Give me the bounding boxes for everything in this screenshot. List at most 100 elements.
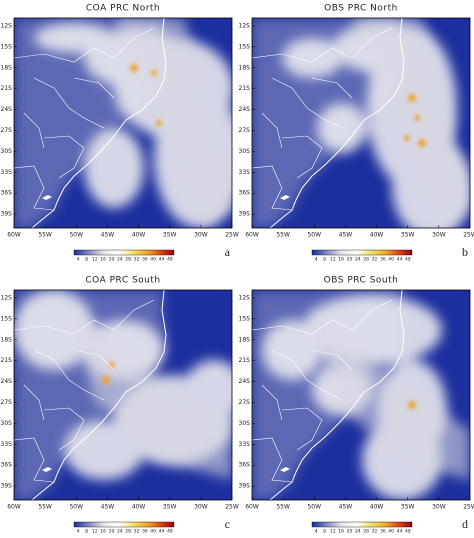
lat-label: 21S [239, 357, 251, 364]
lat-label: 27S [1, 127, 13, 134]
border [311, 77, 353, 99]
lon-label: 45W [339, 232, 353, 239]
frame [13, 17, 233, 229]
lon-label: 30W [194, 504, 208, 511]
colorbar-label: 48 [167, 257, 173, 263]
border [281, 407, 323, 451]
lat-label: 27S [1, 399, 13, 406]
border [14, 27, 155, 63]
map-area [14, 290, 232, 500]
colorbar-label: 20 [347, 529, 353, 535]
frame [251, 289, 471, 501]
colorbar-label: 12 [92, 529, 98, 535]
colorbar-label: 40 [150, 257, 156, 263]
colorbar-label: 4 [315, 257, 318, 263]
border [252, 437, 293, 483]
lat-label: 27S [239, 127, 251, 134]
lon-label: 55W [276, 504, 290, 511]
border [33, 349, 105, 401]
lon-label: 50W [69, 232, 83, 239]
cloud-band [74, 310, 232, 480]
colorbar-label: 8 [323, 529, 326, 535]
lat-label: 18S [239, 336, 251, 343]
colorbar-label: 44 [397, 257, 403, 263]
coastline [269, 18, 405, 228]
lon-label: 45W [101, 504, 115, 511]
cloud-band [312, 310, 470, 480]
lon-label: 60W [245, 232, 259, 239]
lat-label: 33S [1, 441, 13, 448]
colorbar-label: 44 [159, 529, 165, 535]
lon-label: 30W [432, 232, 446, 239]
colorbar-label: 24 [355, 257, 361, 263]
border [261, 112, 283, 149]
colorbar-label: 36 [380, 257, 386, 263]
lat-label: 18S [239, 64, 251, 71]
colorbar-label: 48 [167, 529, 173, 535]
precip-max [102, 376, 110, 384]
map-panel: COA PRC North 12S 15S 18S 21S 24S 27S 30S 33S 36S… [1, 4, 239, 263]
border [43, 407, 85, 451]
precip-max [156, 120, 162, 126]
border [14, 299, 155, 335]
lat-label: 33S [239, 169, 251, 176]
colorbar-label: 48 [405, 257, 411, 263]
lat-label: 30S [239, 148, 251, 155]
lagoon [42, 467, 52, 472]
colorbar-label: 28 [363, 529, 369, 535]
lon-label: 50W [69, 504, 83, 511]
panel-letter: b [462, 245, 468, 259]
colorbar-label: 28 [125, 529, 131, 535]
lat-label: 39S [239, 483, 251, 490]
map-panel: OBS PRC North 12S 15S 18S 21S 24S 27S 30S 33S 36S… [239, 4, 474, 263]
coastline [31, 18, 167, 228]
lagoon [42, 195, 52, 200]
panel-title: OBS PRC North [324, 4, 398, 14]
lat-label: 18S [1, 64, 13, 71]
lat-label: 24S [239, 106, 251, 113]
precip-max [130, 64, 138, 72]
lon-label: 40W [370, 232, 384, 239]
colorbar-label: 44 [397, 529, 403, 535]
colorbar-label: 24 [117, 257, 123, 263]
lat-label: 12S [1, 23, 13, 30]
colorbar-label: 8 [323, 257, 326, 263]
colorbar-label: 4 [77, 257, 80, 263]
lat-label: 39S [1, 211, 13, 218]
lon-label: 50W [307, 232, 321, 239]
lon-label: 40W [370, 504, 384, 511]
lat-label: 36S [239, 462, 251, 469]
lon-label: 55W [38, 232, 52, 239]
colorbar-label: 36 [142, 529, 148, 535]
colorbar-label: 8 [85, 529, 88, 535]
colorbar-label: 12 [330, 529, 336, 535]
lat-label: 24S [1, 106, 13, 113]
lat-label: 12S [1, 295, 13, 302]
colorbar-label: 24 [117, 529, 123, 535]
colorbar-label: 20 [109, 257, 115, 263]
lon-label: 30W [194, 232, 208, 239]
lat-label: 36S [239, 190, 251, 197]
panel-title: COA PRC North [86, 4, 160, 14]
colorbar-label: 16 [100, 529, 106, 535]
lat-label: 21S [239, 85, 251, 92]
lat-label: 30S [239, 420, 251, 427]
lagoon [280, 467, 290, 472]
border [311, 349, 353, 371]
precip-max [404, 135, 410, 141]
colorbar-label: 32 [372, 257, 378, 263]
border [261, 384, 283, 421]
colorbar-label: 20 [109, 529, 115, 535]
lat-label: 15S [1, 315, 13, 322]
precip-max [408, 94, 416, 102]
lat-label: 18S [1, 336, 13, 343]
colorbar-label: 16 [338, 257, 344, 263]
coastline [269, 290, 405, 500]
map-panel: OBS PRC South 12S 15S 18S 21S 24S 27S 30S 33S 36S… [239, 276, 474, 535]
map-area [252, 18, 470, 228]
border [14, 165, 55, 211]
precip-max [408, 401, 416, 409]
lat-label: 36S [1, 462, 13, 469]
lon-label: 25W [225, 504, 239, 511]
border [33, 77, 105, 129]
